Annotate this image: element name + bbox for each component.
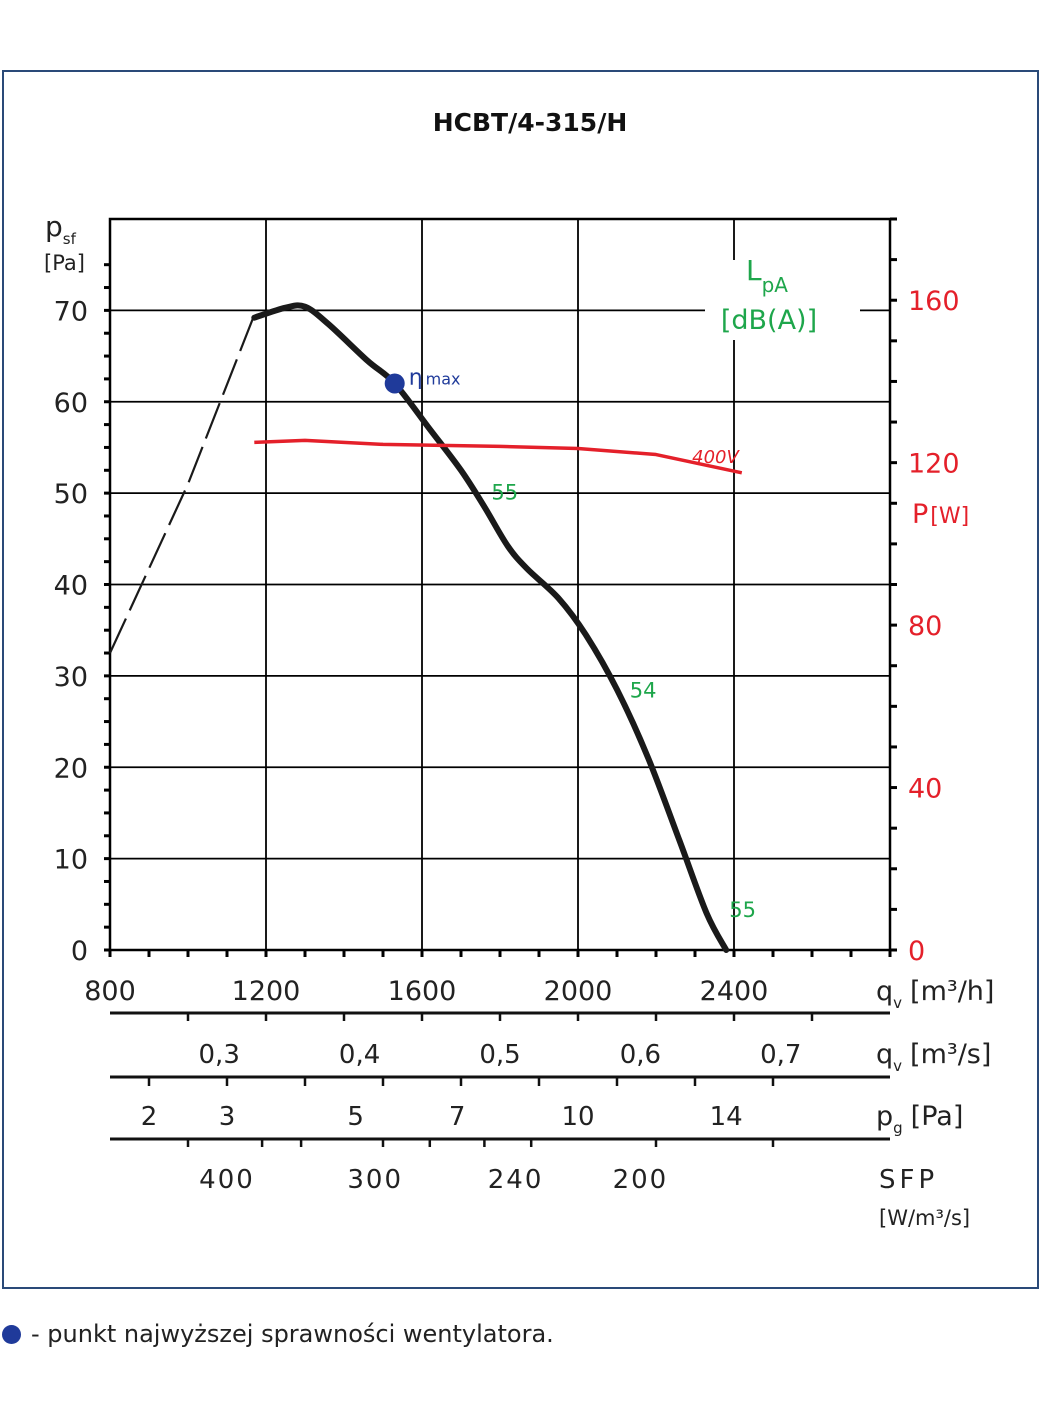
y-left-tick-label: 50 [54,479,88,510]
pg-tick-label: 3 [219,1102,236,1132]
qv-m3s-tick-label: 0,3 [199,1040,240,1070]
y-right-tick-label: 120 [908,449,960,480]
x-axis-label: qv [m³/h] [876,976,994,1012]
chart-frame [2,70,1039,1289]
y-right-tick-label: 160 [908,286,960,317]
pg-tick-label: 10 [561,1102,594,1132]
y-left-axis-label: psf [45,210,77,248]
qv-m3s-tick-label: 0,5 [479,1040,520,1070]
pressure-curve [251,302,730,953]
noise-level-label: 54 [630,679,657,703]
eta-max-marker-icon [2,1324,21,1344]
y-left-tick-label: 70 [54,296,88,327]
axis-ticks [104,217,897,957]
secondary-scales: 0,3 0,4 0,5 0,6 0,7 2 3 5 7 10 14 400 300 240 200 SFP [W… [110,1011,970,1230]
axis-labels: 0 10 20 30 40 50 60 70 0 40 80 120 160 800 1200 1600 200… [44,210,994,1137]
chart-title: HCBT/4-315/H [433,108,628,137]
eta-max-label: η max [409,365,461,390]
x-tick-label: 1600 [388,976,457,1007]
y-left-tick-label: 10 [54,845,88,876]
eta-max-point [384,373,405,394]
power-series-label: 400V [692,447,740,468]
qv-m3s-tick-label: 0,4 [339,1040,380,1070]
y-left-tick-label: 20 [54,753,88,784]
y-left-tick-label: 30 [54,662,88,693]
x-tick-label: 2000 [544,976,613,1007]
x-tick-label: 800 [84,976,136,1007]
y-left-tick-label: 0 [71,936,88,967]
x-tick-label: 2400 [700,976,769,1007]
y-right-axis-label: P[W] [912,499,969,530]
qv-m3s-axis-label: qv [m³/s] [876,1039,991,1075]
pressure-curve-dashed [109,314,256,654]
pg-axis-label: pg [Pa] [876,1101,963,1137]
lpa-label: LpA [746,254,788,297]
footnote: - punkt najwyższej sprawności wentylator… [2,1320,554,1348]
sfp-axis-unit: [W/m³/s] [879,1206,970,1230]
footnote-text: - punkt najwyższej sprawności wentylator… [31,1320,554,1348]
y-left-tick-label: 60 [54,388,88,419]
sfp-tick-label: 300 [347,1165,403,1195]
sfp-tick-label: 240 [488,1165,544,1195]
sfp-axis-label: SFP [879,1165,938,1195]
y-right-tick-label: 80 [908,611,942,642]
pg-tick-label: 14 [710,1102,743,1132]
qv-m3s-tick-label: 0,7 [760,1040,801,1070]
data-curves: 400V η max 55 54 55 [109,302,756,953]
qv-m3s-tick-label: 0,6 [620,1040,661,1070]
fan-curve-chart: HCBT/4-315/H 0 10 20 30 40 50 60 70 0 40 80 120 160 8… [44,108,994,1230]
lpa-unit: [dB(A)] [721,305,817,336]
sfp-tick-label: 400 [199,1165,255,1195]
pg-tick-label: 2 [141,1102,158,1132]
noise-level-label: 55 [491,480,518,504]
y-left-axis-unit: [Pa] [44,251,85,275]
y-left-tick-label: 40 [54,571,88,602]
power-curve [254,438,743,475]
sfp-tick-label: 200 [613,1165,669,1195]
plot-grid [108,217,892,952]
x-tick-label: 1200 [232,976,301,1007]
y-right-tick-label: 0 [908,936,925,967]
noise-level-label: 55 [729,898,756,922]
y-right-tick-label: 40 [908,774,942,805]
pg-tick-label: 5 [347,1102,364,1132]
pg-tick-label: 7 [449,1102,466,1132]
